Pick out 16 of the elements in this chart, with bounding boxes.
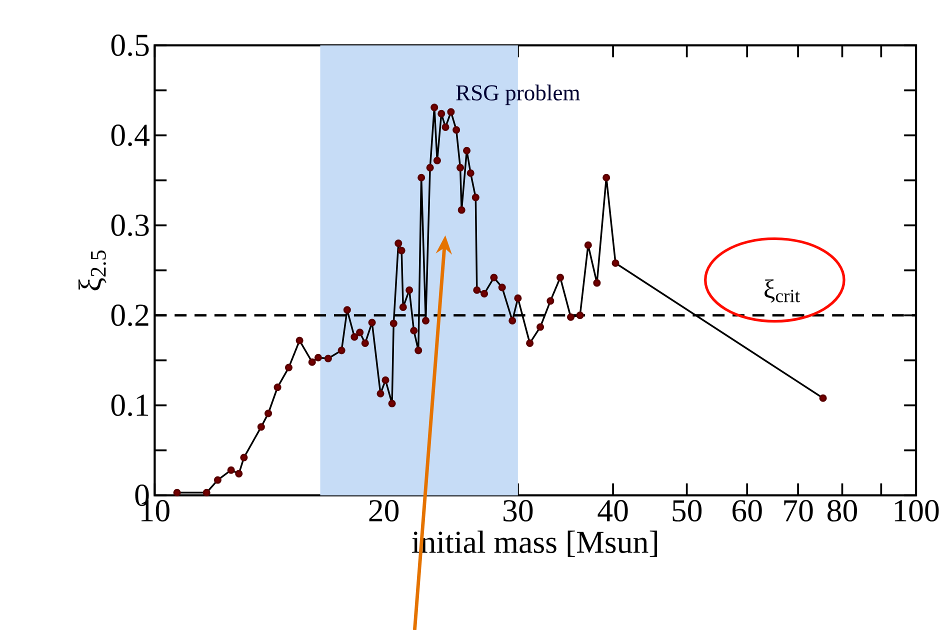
x-tick-label: 20 [369,500,399,522]
x-tick-label: 30 [504,500,533,522]
y-tick-label: 0.4 [111,124,150,146]
y-tick-label: 0.5 [111,34,149,56]
y-tick-label: 0.2 [111,304,148,326]
x-tick-label: 50 [672,500,702,522]
x-tick-label: 40 [598,500,628,522]
annotation: RSG problem [456,84,580,106]
x-tick-label: 60 [732,500,762,522]
ref-line-label: ξ$_{crit}$ [764,279,800,303]
y-axis-title: ξ$_{2.5}$ [78,250,106,290]
x-tick-label: 70 [784,500,813,522]
x-tick-label: 80 [828,500,857,522]
y-tick-label: 0.3 [111,214,149,236]
x-tick-label: 100 [894,500,939,522]
y-tick-label: 0.1 [111,394,148,416]
